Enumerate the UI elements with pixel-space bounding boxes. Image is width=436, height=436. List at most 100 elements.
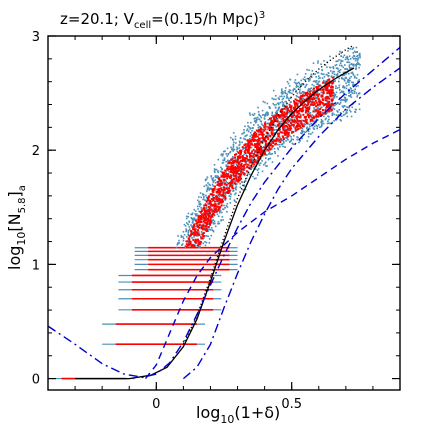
scatter-point-blue — [313, 128, 315, 130]
scatter-point-blue — [192, 220, 194, 223]
scatter-point-blue — [206, 225, 208, 228]
scatter-point-red — [312, 87, 315, 90]
scatter-point-blue — [259, 141, 261, 144]
scatter-point-blue — [226, 181, 229, 184]
scatter-point-blue — [204, 222, 207, 225]
scatter-point-red — [322, 81, 325, 84]
scatter-point-red — [197, 242, 200, 245]
scatter-point-red — [292, 120, 295, 123]
scatter-point-blue — [321, 69, 324, 72]
scatter-point-red — [272, 142, 275, 145]
scatter-point-blue — [329, 70, 332, 72]
scatter-point-blue — [294, 116, 296, 119]
scatter-point-blue — [317, 84, 320, 86]
scatter-point-red — [299, 96, 302, 99]
scatter-point-blue — [202, 198, 204, 201]
scatter-point-blue — [357, 85, 359, 87]
scatter-point-blue — [265, 157, 267, 159]
scatter-point-blue — [301, 137, 303, 140]
scatter-point-blue — [238, 147, 241, 149]
scatter-point-red — [234, 171, 237, 174]
scatter-point-blue — [275, 128, 278, 131]
scatter-point-blue — [208, 238, 211, 240]
scatter-point-blue — [345, 72, 347, 75]
scatter-point-blue — [182, 236, 184, 238]
scatter-point-blue — [308, 133, 310, 135]
scatter-point-blue — [295, 94, 298, 97]
scatter-point-blue — [211, 229, 214, 231]
scatter-point-blue — [214, 175, 217, 177]
scatter-point-red — [322, 90, 325, 93]
scatter-point-red — [203, 219, 206, 222]
scatter-point-red — [322, 98, 325, 101]
scatter-point-blue — [199, 192, 202, 194]
scatter-point-red — [329, 94, 332, 97]
scatter-point-blue — [329, 122, 332, 125]
scatter-point-blue — [303, 92, 306, 94]
scatter-point-red — [252, 135, 255, 138]
scatter-point-blue — [251, 127, 254, 130]
scatter-point-blue — [342, 74, 344, 77]
scatter-point-blue — [307, 135, 310, 138]
scatter-point-blue — [344, 77, 347, 80]
scatter-point-blue — [288, 89, 291, 91]
scatter-point-blue — [337, 114, 340, 116]
scatter-point-blue — [358, 103, 361, 105]
scatter-point-blue — [274, 150, 276, 153]
scatter-point-blue — [257, 162, 260, 165]
scatter-point-blue — [332, 96, 335, 99]
scatter-point-red — [312, 103, 315, 106]
scatter-point-red — [283, 114, 286, 117]
scatter-point-red — [283, 111, 286, 114]
scatter-point-red — [312, 117, 315, 120]
scatter-point-blue — [349, 67, 351, 69]
scatter-point-blue — [281, 95, 283, 98]
ylabel-subscript-3: a — [17, 185, 28, 191]
scatter-point-blue — [349, 58, 352, 60]
scatter-point-red — [235, 153, 238, 156]
scatter-point-blue — [299, 86, 301, 89]
scatter-point-blue — [295, 85, 298, 87]
scatter-point-red — [252, 155, 255, 158]
scatter-point-blue — [198, 231, 200, 233]
scatter-point-red — [197, 226, 200, 229]
scatter-point-red — [287, 123, 290, 126]
scatter-point-blue — [277, 108, 280, 111]
scatter-point-red — [318, 108, 321, 111]
scatter-point-red — [279, 109, 282, 112]
scatter-point-red — [324, 112, 327, 115]
scatter-point-red — [197, 216, 200, 219]
scatter-point-red — [202, 215, 205, 218]
scatter-point-red — [277, 133, 280, 136]
scatter-point-blue — [338, 64, 341, 67]
scatter-point-blue — [225, 180, 227, 183]
scatter-point-blue — [264, 115, 266, 117]
scatter-point-red — [240, 173, 243, 176]
scatter-point-blue — [201, 193, 204, 195]
scatter-point-blue — [263, 113, 265, 116]
scatter-point-blue — [211, 179, 214, 182]
scatter-point-red — [210, 198, 213, 201]
scatter-point-blue — [308, 127, 311, 130]
scatter-point-blue — [184, 246, 187, 248]
scatter-point-blue — [220, 219, 222, 222]
scatter-point-blue — [352, 83, 354, 86]
scatter-point-blue — [185, 215, 188, 218]
scatter-point-red — [255, 129, 258, 132]
scatter-point-blue — [346, 109, 349, 112]
scatter-point-red — [332, 80, 335, 83]
scatter-point-blue — [216, 203, 218, 205]
scatter-point-blue — [343, 86, 346, 88]
scatter-point-blue — [348, 65, 351, 68]
scatter-point-red — [192, 231, 195, 234]
scatter-point-blue — [336, 75, 339, 78]
scatter-point-blue — [210, 175, 213, 177]
scatter-point-red — [239, 152, 242, 155]
scatter-point-red — [242, 168, 245, 171]
scatter-point-blue — [185, 228, 187, 230]
scatter-point-red — [294, 106, 297, 109]
scatter-point-red — [251, 162, 254, 165]
scatter-point-red — [191, 232, 194, 235]
scatter-point-blue — [298, 82, 301, 85]
scatter-point-blue — [316, 110, 318, 113]
